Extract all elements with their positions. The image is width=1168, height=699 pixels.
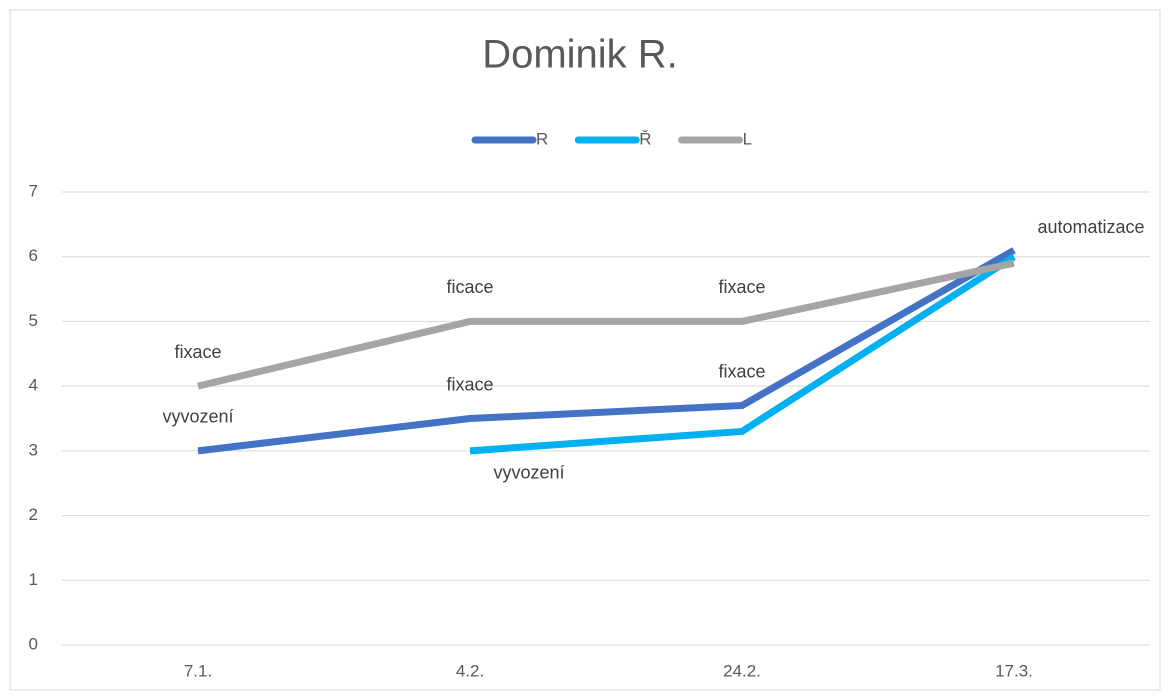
- y-tick-label: 3: [29, 440, 38, 459]
- series-line: [197, 247, 1016, 455]
- point-label: automatizace: [1037, 217, 1144, 237]
- y-tick-label: 1: [29, 570, 38, 589]
- point-label: vyvození: [162, 407, 233, 427]
- legend-label: L: [743, 129, 752, 148]
- chart-title: Dominik R.: [482, 33, 678, 77]
- point-label: ficace: [446, 277, 493, 297]
- legend-label: Ř: [639, 129, 651, 148]
- point-label: fixace: [718, 277, 765, 297]
- y-tick-label: 4: [29, 376, 38, 395]
- point-label: vyvození: [493, 463, 564, 483]
- point-label: fixace: [174, 342, 221, 362]
- legend-label: R: [536, 129, 548, 148]
- x-tick-label: 17.3.: [995, 661, 1033, 680]
- x-tick-label: 4.2.: [456, 661, 484, 680]
- chart-border: [9, 9, 1161, 691]
- y-tick-label: 0: [29, 634, 38, 653]
- series-line: [197, 259, 1015, 390]
- y-tick-label: 7: [29, 181, 38, 200]
- y-tick-label: 2: [29, 505, 38, 524]
- point-label: fixace: [446, 374, 493, 394]
- y-tick-label: 5: [29, 311, 38, 330]
- y-tick-label: 6: [29, 246, 38, 265]
- series-line: [469, 253, 1016, 455]
- x-tick-label: 7.1.: [184, 661, 212, 680]
- x-tick-label: 24.2.: [723, 661, 761, 680]
- point-label: fixace: [718, 361, 765, 381]
